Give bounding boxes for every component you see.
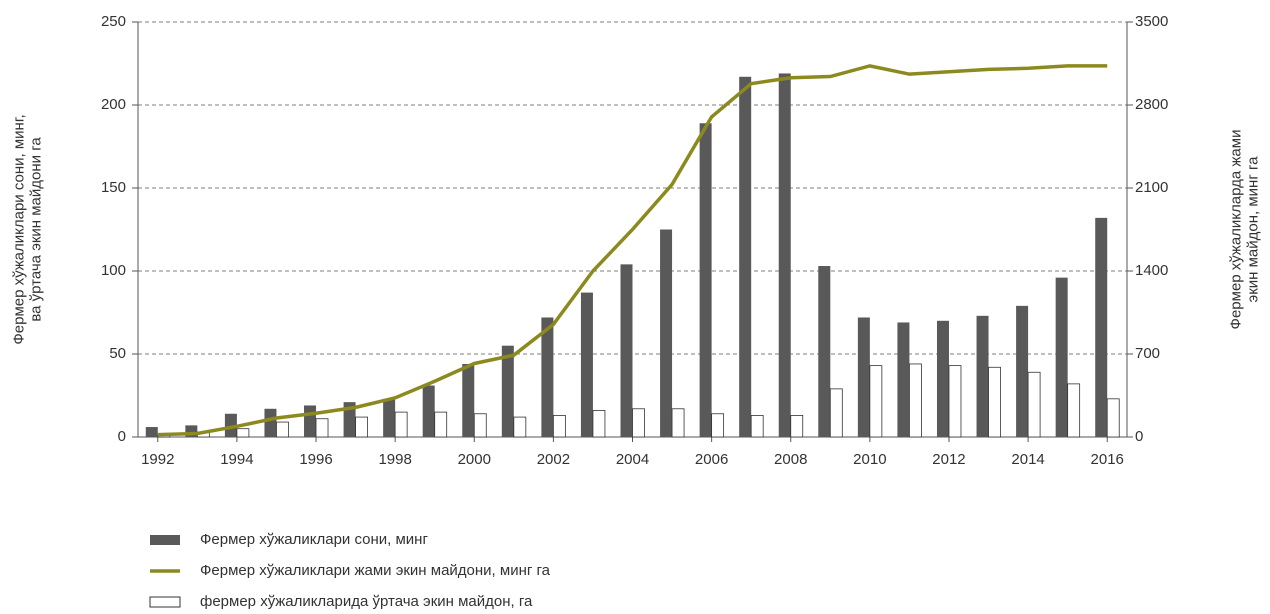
x-tick-label: 1996	[299, 451, 332, 468]
bar	[592, 410, 606, 438]
bar	[660, 229, 673, 437]
bar	[224, 413, 237, 437]
bar	[185, 425, 198, 437]
y2-tick-label: 2100	[1135, 179, 1168, 196]
y2-tick-label: 2800	[1135, 96, 1168, 113]
x-tick-label: 1994	[220, 451, 253, 468]
bar	[422, 385, 435, 437]
bar	[315, 418, 329, 438]
y-tick-label: 200	[101, 96, 126, 113]
axis-title-line: Фермер хўжаликлари сони, минг,	[10, 114, 27, 344]
bar	[699, 123, 712, 437]
bar	[394, 411, 408, 438]
x-tick-label: 2006	[695, 451, 728, 468]
y-tick-label: 100	[101, 262, 126, 279]
line	[157, 64, 1108, 437]
axis-title: Фермер хўжаликларда жамиэкин майдон, мин…	[1227, 130, 1261, 330]
bar	[383, 398, 396, 437]
bar	[1067, 383, 1081, 438]
bar	[343, 402, 356, 437]
bar	[948, 365, 962, 438]
bar	[1055, 277, 1068, 437]
y-tick-label: 0	[118, 428, 126, 445]
bar	[473, 413, 487, 438]
y2-tick-label: 700	[1135, 345, 1160, 362]
y2-tick-label: 0	[1135, 428, 1143, 445]
bar	[1095, 217, 1108, 437]
axis-title-line: Фермер хўжаликларда жами	[1227, 130, 1244, 330]
bar	[145, 427, 158, 437]
bar	[552, 415, 566, 438]
bar	[276, 421, 289, 438]
y-tick-label: 150	[101, 179, 126, 196]
bar	[897, 322, 910, 437]
bar	[857, 317, 870, 437]
x-tick-label: 2016	[1091, 451, 1124, 468]
bar	[434, 411, 448, 438]
bar	[264, 408, 277, 437]
axis-title-line: ва ўртача экин майдони га	[27, 137, 44, 322]
bar	[909, 363, 922, 438]
bar	[936, 320, 949, 437]
x-tick-label: 2008	[774, 451, 807, 468]
bar	[541, 317, 554, 437]
y2-tick-label: 3500	[1135, 13, 1168, 30]
bar	[1016, 305, 1029, 437]
x-tick-label: 2010	[853, 451, 886, 468]
axis-title: Фермер хўжаликлари сони, минг,ва ўртача …	[10, 114, 44, 344]
bar	[711, 413, 725, 438]
bar	[462, 363, 475, 437]
legend-swatch	[149, 596, 181, 608]
bar	[501, 345, 514, 437]
legend-label: Фермер хўжаликлари сони, минг	[200, 531, 428, 548]
bar	[739, 76, 752, 437]
bar	[1027, 371, 1041, 438]
y-tick-label: 50	[109, 345, 126, 362]
bar	[580, 292, 593, 437]
legend-swatch	[150, 535, 180, 545]
bar	[304, 405, 317, 437]
legend-label: Фермер хўжаликлари жами экин майдони, ми…	[200, 562, 551, 579]
x-tick-label: 1998	[378, 451, 411, 468]
bar	[869, 365, 883, 438]
x-tick-label: 1992	[141, 451, 174, 468]
y-tick-label: 250	[101, 13, 126, 30]
bar	[988, 366, 1001, 438]
bar	[976, 315, 989, 437]
x-tick-label: 2002	[537, 451, 570, 468]
y2-tick-label: 1400	[1135, 262, 1168, 279]
bar	[671, 408, 685, 438]
x-tick-label: 2000	[458, 451, 491, 468]
bar	[355, 416, 368, 438]
legend-label: фермер хўжаликларида ўртача экин майдон,…	[200, 593, 533, 609]
bar	[790, 415, 804, 438]
bar	[620, 264, 633, 437]
x-tick-label: 2014	[1011, 451, 1044, 468]
axis-title-line: экин майдон, минг га	[1244, 156, 1261, 303]
bar	[750, 415, 764, 438]
bar	[778, 73, 791, 438]
bar	[829, 388, 843, 438]
bar	[1106, 398, 1120, 438]
bar	[818, 266, 831, 437]
bar	[513, 416, 527, 438]
x-tick-label: 2004	[616, 451, 649, 468]
bar	[236, 428, 250, 438]
x-tick-label: 2012	[932, 451, 965, 468]
bar	[632, 408, 645, 438]
